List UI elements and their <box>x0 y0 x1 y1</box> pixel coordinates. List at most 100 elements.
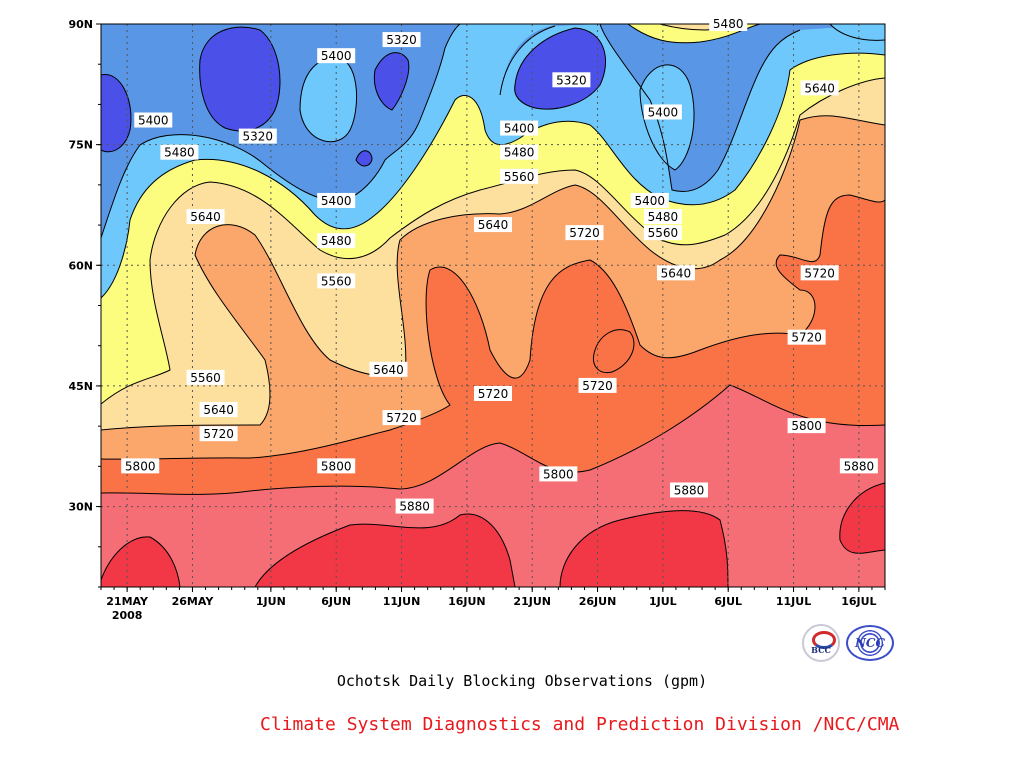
contour-label: 5640 <box>199 402 238 418</box>
contour-label-text: 5720 <box>791 331 822 345</box>
contour-label-bg <box>186 369 225 385</box>
contour-label: 5880 <box>839 458 878 474</box>
contour-label-bg <box>317 192 356 208</box>
contour-line-5400-loop-a <box>299 57 358 143</box>
contour-label: 5640 <box>474 217 512 233</box>
contour-label: 5480 <box>643 209 682 225</box>
contour-label-bg <box>643 209 682 225</box>
contour-label-bg <box>500 168 539 184</box>
contour-label-text: 5480 <box>164 146 195 160</box>
contour-label-bg <box>199 402 238 418</box>
contour-label-text: 5480 <box>504 146 535 160</box>
contour-label-bg <box>800 80 839 96</box>
x-tick-label: 21MAY <box>106 595 149 608</box>
contour-label-text: 5800 <box>125 459 156 473</box>
contour-label: 5560 <box>317 273 356 289</box>
y-tick-label: 30N <box>68 501 93 514</box>
contour-label-bg <box>369 361 408 377</box>
contour-label-text: 5800 <box>543 467 574 481</box>
contour-label-bg <box>643 225 682 241</box>
fill-band-5320-5400 <box>101 24 460 238</box>
contour-label-bg <box>134 112 173 128</box>
contour-label-bg <box>500 120 539 136</box>
contour-label-bg <box>670 482 708 498</box>
contour-label: 5400 <box>317 48 356 64</box>
contour-label-text: 5400 <box>321 194 352 208</box>
contour-label: 5720 <box>382 410 421 426</box>
contour-label-text: 5720 <box>203 427 234 441</box>
contour-label-text: 5480 <box>648 210 679 224</box>
x-tick-label: 6JUL <box>714 595 742 608</box>
grid <box>101 24 885 587</box>
y-tick-label: 45N <box>68 380 93 393</box>
contour-label-text: 5720 <box>804 266 835 280</box>
contour-label-text: 5640 <box>478 218 509 232</box>
contour-label: 5320 <box>238 128 277 144</box>
contour-label: 5400 <box>643 104 682 120</box>
contour-label-bg <box>565 225 604 241</box>
ncc-logo-text: NCC <box>854 636 886 650</box>
contour-fills <box>101 24 885 587</box>
contour-label-text: 5800 <box>791 419 822 433</box>
contour-label: 5800 <box>539 466 578 482</box>
fill-core-5320-d <box>514 28 606 110</box>
x-tick-label: 1JUL <box>649 595 677 608</box>
contour-line-5880-c <box>559 510 729 587</box>
contour-line-5400-b <box>499 24 801 193</box>
contour-label-bg <box>787 329 826 345</box>
contour-label: 5480 <box>709 16 748 31</box>
contour-label-bg <box>199 426 238 442</box>
y-tick-label: 75N <box>68 139 93 152</box>
contour-label-text: 5480 <box>713 17 744 31</box>
x-tick-label: 1JUN <box>256 595 286 608</box>
x-tick-label: 11JUN <box>383 595 421 608</box>
fill-core-5320-e <box>356 150 372 166</box>
contour-label: 5800 <box>121 458 160 474</box>
x-axis-year-label: 2008 <box>112 609 143 622</box>
contour-label-text: 5560 <box>648 226 679 240</box>
contour-label: 5560 <box>186 369 225 385</box>
contour-label-text: 5640 <box>661 266 692 280</box>
contour-label-bg <box>395 498 434 514</box>
contour-line-5560 <box>101 77 885 405</box>
contour-label-text: 5720 <box>386 411 417 425</box>
contour-label-bg <box>539 466 578 482</box>
contour-label: 5560 <box>643 225 682 241</box>
contour-label: 5560 <box>500 168 539 184</box>
contour-label-text: 5400 <box>504 122 535 136</box>
contour-label-bg <box>382 410 421 426</box>
contour-label-bg <box>238 128 277 144</box>
contour-label: 5640 <box>800 80 839 96</box>
x-tick-label: 11JUL <box>776 595 811 608</box>
contour-label-bg <box>317 458 356 474</box>
contour-label: 5720 <box>565 225 604 241</box>
contour-line-5400-loop-b <box>639 64 695 171</box>
contour-label-text: 5720 <box>582 379 613 393</box>
fill-core-5320-b <box>199 27 280 131</box>
contour-label-text: 5880 <box>674 483 705 497</box>
fill-band-5720-5800-island <box>593 329 634 373</box>
contour-line-5320-d <box>514 27 607 110</box>
contour-label-text: 5320 <box>243 130 274 144</box>
contour-label-bg <box>552 72 591 88</box>
contour-label-text: 5640 <box>190 210 221 224</box>
contour-label-bg <box>787 418 826 434</box>
contour-label-text: 5800 <box>321 459 352 473</box>
x-tick-label: 6JUN <box>321 595 351 608</box>
contour-label-bg <box>578 377 617 393</box>
contour-label: 5720 <box>800 265 839 281</box>
contour-label: 5720 <box>787 329 826 345</box>
contour-label: 5400 <box>500 120 539 136</box>
contour-label: 5720 <box>578 377 617 393</box>
contour-label: 5480 <box>160 144 199 160</box>
contour-label-text: 5400 <box>635 194 666 208</box>
contour-line-5720 <box>101 194 885 460</box>
contour-labels: 5400 5320 5400 5320 5480 5640 5400 5480 5560 5400… <box>121 16 878 514</box>
contour-label: 5640 <box>186 209 225 225</box>
contour-label: 5400 <box>317 192 356 208</box>
fill-core-5880-d <box>839 483 885 554</box>
contour-label-bg <box>839 458 878 474</box>
contour-label-text: 5400 <box>321 49 352 63</box>
contour-line-5320-a <box>101 74 132 153</box>
contour-label: 5400 <box>630 192 669 208</box>
